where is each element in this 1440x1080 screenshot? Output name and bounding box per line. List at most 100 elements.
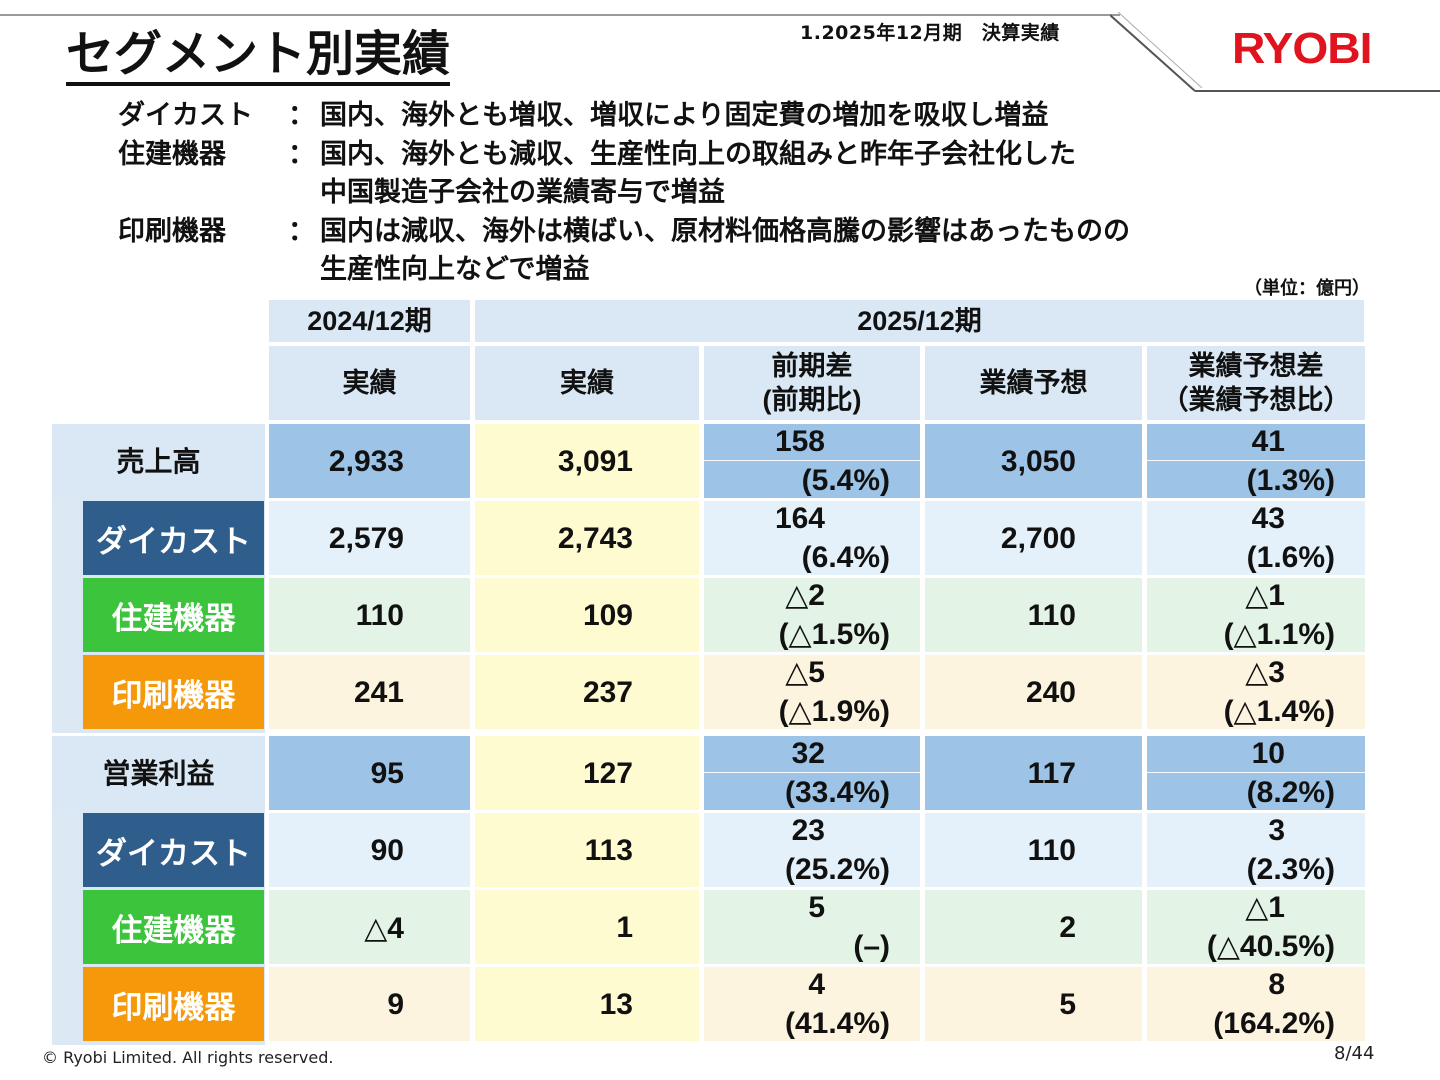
summary-item-diecast: ダイカスト ： 国内、海外とも増収、増収により固定費の増加を吸収し増益 bbox=[118, 97, 1130, 136]
operating-profit-group-band-inner bbox=[52, 810, 80, 1045]
cell-divider bbox=[704, 460, 920, 461]
header-col-actual-2024: 実績 bbox=[269, 346, 470, 420]
unit-label: （単位：億円） bbox=[1244, 278, 1370, 299]
sales-row-diecast-yoy-diff: 164 (6.4%) bbox=[704, 501, 920, 575]
yoy-diff-value: △5 bbox=[785, 656, 825, 689]
operating-profit-total-actual: 127 bbox=[475, 736, 699, 810]
copyright: © Ryobi Limited. All rights reserved. bbox=[42, 1048, 334, 1067]
header-col-actual-2025: 実績 bbox=[475, 346, 699, 420]
segment-summary: ダイカスト ： 国内、海外とも増収、増収により固定費の増加を吸収し増益 住建機器… bbox=[118, 97, 1130, 290]
operating-profit-row-diecast-actual: 113 bbox=[475, 813, 699, 887]
sales-row-printing-forecast: 240 bbox=[925, 655, 1142, 729]
sales-row-housing-forecast-diff: △1 (△1.1%) bbox=[1147, 578, 1365, 652]
sales-row-printing-yoy-diff: △5 (△1.9%) bbox=[704, 655, 920, 729]
header-col-yoy-diff: 前期差 (前期比) bbox=[704, 346, 920, 420]
forecast-diff-value: 3 bbox=[1268, 814, 1285, 847]
summary-text: 国内、海外とも減収、生産性向上の取組みと昨年子会社化した 中国製造子会社の業績寄… bbox=[320, 136, 1076, 213]
yoy-diff-pct: (5.4%) bbox=[801, 464, 890, 497]
yoy-diff-value: 164 bbox=[774, 502, 825, 535]
operating-profit-total-forecast: 117 bbox=[925, 736, 1142, 810]
operating-profit-row-printing-actual: 13 bbox=[475, 967, 699, 1041]
sales-label: 売上高 bbox=[116, 446, 201, 477]
yoy-diff-pct: (–) bbox=[853, 930, 890, 963]
forecast-diff-value: 10 bbox=[1251, 737, 1285, 770]
operating-profit-label: 営業利益 bbox=[102, 758, 215, 789]
ryobi-logo: RYOBI bbox=[1232, 24, 1372, 73]
yoy-diff-pct: (△1.5%) bbox=[778, 618, 890, 651]
sales-total-actual: 3,091 bbox=[475, 424, 699, 498]
summary-text: 国内は減収、海外は横ばい、原材料価格高騰の影響はあったものの 生産性向上などで増… bbox=[320, 213, 1130, 290]
operating-profit-total-prev: 95 bbox=[269, 736, 470, 810]
forecast-diff-pct: (8.2%) bbox=[1246, 776, 1335, 809]
yoy-diff-pct: (△1.9%) bbox=[778, 695, 890, 728]
yoy-diff-value: 158 bbox=[774, 425, 825, 458]
forecast-diff-pct: (△1.1%) bbox=[1223, 618, 1335, 651]
operating-profit-row-housing-forecast: 2 bbox=[925, 890, 1142, 964]
sales-total-yoy-diff: 158 (5.4%) bbox=[704, 424, 920, 498]
summary-label: ダイカスト bbox=[118, 100, 253, 131]
summary-colon: ： bbox=[288, 215, 315, 247]
operating-profit-row-diecast-yoy-diff: 23 (25.2%) bbox=[704, 813, 920, 887]
forecast-diff-pct: (1.6%) bbox=[1246, 541, 1335, 574]
sales-segment-printing: 印刷機器 bbox=[83, 655, 264, 729]
sales-row-housing-actual: 109 bbox=[475, 578, 699, 652]
yoy-diff-pct: (6.4%) bbox=[801, 541, 890, 574]
section-label: 1.2025年12月期 決算実績 bbox=[800, 22, 1060, 44]
operating-profit-row-diecast-forecast: 110 bbox=[925, 813, 1142, 887]
forecast-diff-pct: (164.2%) bbox=[1213, 1007, 1335, 1040]
yoy-diff-value: 23 bbox=[791, 814, 825, 847]
sales-total-forecast-diff: 41 (1.3%) bbox=[1147, 424, 1365, 498]
header-rule bbox=[0, 14, 1120, 16]
yoy-diff-value: 5 bbox=[808, 891, 825, 924]
yoy-diff-pct: (33.4%) bbox=[784, 776, 890, 809]
sales-group-band-inner bbox=[52, 498, 80, 733]
page-title: セグメント別実績 bbox=[66, 28, 451, 86]
header-col-forecast: 業績予想 bbox=[925, 346, 1142, 420]
operating-profit-row-diecast-prev: 90 bbox=[269, 813, 470, 887]
forecast-diff-value: △3 bbox=[1245, 656, 1285, 689]
summary-colon: ： bbox=[288, 138, 315, 170]
sales-segment-housing: 住建機器 bbox=[83, 578, 264, 652]
header-period-2024: 2024/12期 bbox=[269, 300, 470, 342]
forecast-diff-value: △1 bbox=[1245, 891, 1285, 924]
summary-label: 印刷機器 bbox=[118, 215, 226, 247]
summary-item-housing: 住建機器 ： 国内、海外とも減収、生産性向上の取組みと昨年子会社化した 中国製造… bbox=[118, 136, 1130, 213]
sales-total-prev: 2,933 bbox=[269, 424, 470, 498]
forecast-diff-pct: (△40.5%) bbox=[1206, 930, 1335, 963]
operating-profit-total-yoy-diff: 32 (33.4%) bbox=[704, 736, 920, 810]
yoy-diff-pct: (41.4%) bbox=[784, 1007, 890, 1040]
operating-profit-segment-diecast: ダイカスト bbox=[83, 813, 264, 887]
summary-text-line: 生産性向上などで増益 bbox=[320, 254, 590, 285]
forecast-diff-value: 41 bbox=[1251, 425, 1285, 458]
summary-text-line: 国内、海外とも減収、生産性向上の取組みと昨年子会社化した bbox=[320, 138, 1076, 170]
operating-profit-row-printing-prev: 9 bbox=[269, 967, 470, 1041]
operating-profit-row-diecast-forecast-diff: 3 (2.3%) bbox=[1147, 813, 1365, 887]
operating-profit-row-printing-yoy-diff: 4 (41.4%) bbox=[704, 967, 920, 1041]
forecast-diff-pct: (1.3%) bbox=[1246, 464, 1335, 497]
sales-row-diecast-forecast: 2,700 bbox=[925, 501, 1142, 575]
summary-colon: ： bbox=[288, 100, 315, 131]
cell-divider bbox=[1147, 772, 1365, 773]
header-rule-diagonal bbox=[1110, 12, 1203, 92]
sales-row-housing-yoy-diff: △2 (△1.5%) bbox=[704, 578, 920, 652]
summary-text-line: 国内は減収、海外は横ばい、原材料価格高騰の影響はあったものの bbox=[320, 215, 1130, 247]
sales-row-diecast-actual: 2,743 bbox=[475, 501, 699, 575]
sales-row-diecast-prev: 2,579 bbox=[269, 501, 470, 575]
cell-divider bbox=[1147, 460, 1365, 461]
operating-profit-row-printing-forecast-diff: 8 (164.2%) bbox=[1147, 967, 1365, 1041]
summary-text: 国内、海外とも増収、増収により固定費の増加を吸収し増益 bbox=[320, 100, 1049, 131]
operating-profit-row-housing-prev: △4 bbox=[269, 890, 470, 964]
operating-profit-total-forecast-diff: 10 (8.2%) bbox=[1147, 736, 1365, 810]
page-number: 8/44 bbox=[1334, 1043, 1375, 1064]
forecast-diff-pct: (△1.4%) bbox=[1223, 695, 1335, 728]
sales-segment-diecast: ダイカスト bbox=[83, 501, 264, 575]
operating-profit-segment-housing: 住建機器 bbox=[83, 890, 264, 964]
sales-total-forecast: 3,050 bbox=[925, 424, 1142, 498]
operating-profit-row-housing-actual: 1 bbox=[475, 890, 699, 964]
header-rule-right bbox=[1195, 90, 1440, 92]
operating-profit-row-housing-forecast-diff: △1 (△40.5%) bbox=[1147, 890, 1365, 964]
forecast-diff-value: 8 bbox=[1268, 968, 1285, 1001]
sales-row-printing-actual: 237 bbox=[475, 655, 699, 729]
operating-profit-row-printing-forecast: 5 bbox=[925, 967, 1142, 1041]
operating-profit-row-housing-yoy-diff: 5 (–) bbox=[704, 890, 920, 964]
